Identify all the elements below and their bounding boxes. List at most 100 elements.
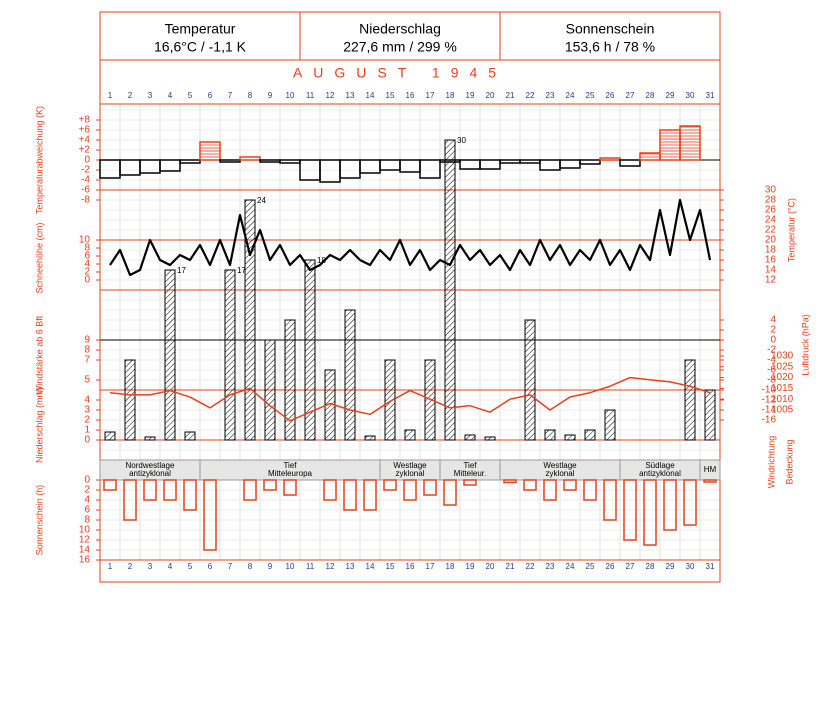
y-tick-label: +8: [79, 115, 91, 126]
y-tick-label: 28: [765, 195, 777, 206]
side-label: Bedeckung: [784, 439, 794, 484]
precip-bar: [544, 429, 556, 441]
day-label: 4: [168, 91, 173, 100]
deviation-bar: [499, 159, 521, 164]
axis-title: Temperaturabweichung (K): [34, 106, 44, 214]
sunshine-bar: [423, 479, 437, 496]
day-label: 6: [208, 562, 213, 571]
y-tick-label: -12: [762, 395, 777, 406]
y-tick-label: 12: [765, 275, 777, 286]
day-label: 18: [446, 91, 455, 100]
deviation-bar: [279, 159, 301, 164]
weather-type-label: Nordwestlage: [126, 461, 175, 470]
deviation-bar: [119, 159, 141, 176]
y-tick-label: 1025: [771, 361, 794, 372]
day-label: 19: [466, 91, 475, 100]
y-tick-label: 1005: [771, 405, 794, 416]
sunshine-bar: [703, 479, 717, 483]
day-label: 9: [268, 91, 273, 100]
y-tick-label: 7: [84, 355, 90, 366]
precip-bar: [524, 319, 536, 441]
y-tick-label: 30: [765, 185, 777, 196]
day-label: 31: [706, 91, 715, 100]
y-tick-label: 5: [84, 375, 90, 386]
sunshine-bar: [543, 479, 557, 501]
value-label: 30: [457, 136, 466, 145]
y-tick-label: 8: [84, 345, 90, 356]
day-label: 12: [326, 562, 335, 571]
day-label: 22: [526, 562, 535, 571]
day-label: 3: [148, 91, 153, 100]
precip-bar: [184, 431, 196, 441]
y-tick-label: -6: [81, 185, 90, 196]
weather-type-label: zyklonal: [396, 469, 425, 478]
precip-bar: [264, 339, 276, 441]
day-label: 10: [286, 562, 295, 571]
sunshine-bar: [443, 479, 457, 506]
y-tick-label: -6: [767, 365, 776, 376]
y-tick-label: +6: [79, 125, 91, 136]
day-label: 27: [626, 562, 635, 571]
sunshine-bar: [683, 479, 697, 526]
day-label: 22: [526, 91, 535, 100]
y-tick-label: 2: [84, 267, 90, 278]
day-label: 6: [208, 91, 213, 100]
precip-bar: [484, 436, 496, 441]
y-tick-label: 8: [84, 243, 90, 254]
deviation-bar: [159, 159, 181, 172]
y-tick-label: 2: [84, 485, 90, 496]
sunshine-bar: [463, 479, 477, 486]
day-label: 28: [646, 562, 655, 571]
y-tick-label: 6: [84, 251, 90, 262]
day-label: 24: [566, 91, 575, 100]
y-tick-label: 0: [770, 335, 776, 346]
deviation-bar: [539, 159, 561, 171]
header-value: 227,6 mm / 299 %: [343, 39, 457, 55]
y-tick-label: 2: [770, 325, 776, 336]
precip-bar: [244, 199, 256, 441]
precip-bar: [164, 269, 176, 441]
y-tick-label: 6: [84, 505, 90, 516]
day-label: 2: [128, 562, 133, 571]
weather-type-label: zyklonal: [546, 469, 575, 478]
y-tick-label: +2: [79, 145, 91, 156]
y-tick-label: -2: [767, 345, 776, 356]
day-label: 19: [466, 562, 475, 571]
axis-title: Windstärke ab 6 Bft: [34, 315, 44, 394]
precip-bar: [604, 409, 616, 441]
y-tick-label: 20: [765, 235, 777, 246]
day-label: 10: [286, 91, 295, 100]
value-label: 17: [237, 266, 246, 275]
day-label: 30: [686, 562, 695, 571]
day-label: 29: [666, 562, 675, 571]
sunshine-bar: [243, 479, 257, 501]
precip-bar: [284, 319, 296, 441]
y-tick-label: 8: [84, 515, 90, 526]
y-tick-label: +4: [79, 135, 91, 146]
deviation-bar: [179, 159, 201, 164]
y-tick-label: 2: [84, 415, 90, 426]
sunshine-bar: [603, 479, 617, 521]
precip-bar: [104, 431, 116, 441]
y-tick-label: 4: [84, 259, 90, 270]
deviation-bar: [679, 125, 701, 161]
header-value: 153,6 h / 78 %: [565, 39, 655, 55]
sunshine-bar: [623, 479, 637, 541]
y-tick-label: 22: [765, 225, 777, 236]
day-label: 28: [646, 91, 655, 100]
precip-bar: [304, 259, 316, 441]
sunshine-bar: [123, 479, 137, 521]
precip-bar: [384, 359, 396, 441]
sunshine-bar: [203, 479, 217, 551]
deviation-bar: [339, 159, 361, 179]
deviation-bar: [659, 129, 681, 161]
axis-title: Sonnenschein (h): [34, 485, 44, 556]
precip-bar: [444, 139, 456, 441]
y-tick-label: 1020: [771, 372, 794, 383]
y-tick-label: 16: [765, 255, 777, 266]
y-tick-label: 1010: [771, 394, 794, 405]
day-label: 9: [268, 562, 273, 571]
day-label: 4: [168, 562, 173, 571]
day-label: 17: [426, 91, 435, 100]
